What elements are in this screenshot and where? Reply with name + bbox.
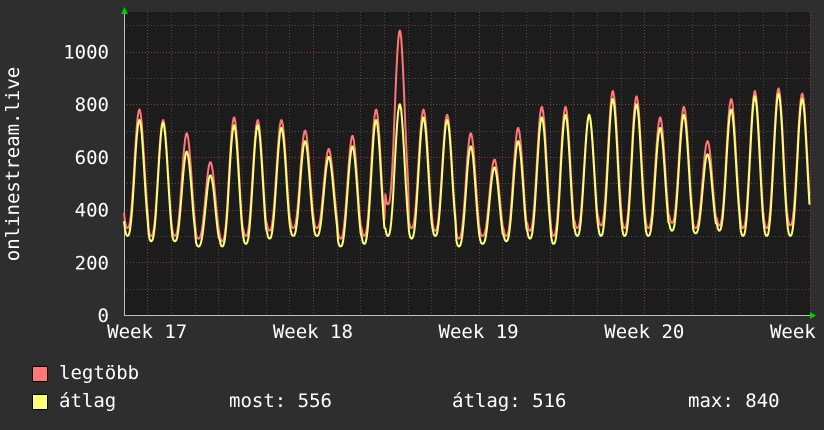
stat-current: most: 556 bbox=[229, 390, 332, 412]
data-point-avg bbox=[635, 103, 638, 106]
data-point-avg bbox=[682, 113, 685, 116]
data-point-avg bbox=[517, 140, 520, 143]
data-point-max bbox=[280, 119, 283, 122]
x-tick-label: Week 21 bbox=[770, 321, 824, 343]
x-tick-label: Week 19 bbox=[439, 321, 519, 343]
y-tick-label: 800 bbox=[75, 94, 109, 116]
data-point-avg bbox=[801, 97, 804, 100]
stat-max: max: 840 bbox=[688, 390, 780, 412]
data-point-avg bbox=[564, 113, 567, 116]
data-point-max bbox=[256, 119, 259, 122]
data-point-max bbox=[375, 108, 378, 111]
data-point-avg bbox=[351, 145, 354, 148]
y-tick-label: 200 bbox=[75, 252, 109, 274]
data-point-max bbox=[209, 161, 212, 164]
data-point-avg bbox=[493, 166, 496, 169]
data-point-max bbox=[446, 113, 449, 116]
stat-average: átlag: 516 bbox=[452, 390, 567, 412]
data-point-avg bbox=[256, 124, 259, 127]
series-layer bbox=[123, 29, 811, 248]
data-point-max bbox=[469, 132, 472, 135]
data-point-max bbox=[162, 119, 165, 122]
data-point-max bbox=[801, 92, 804, 95]
x-axis-arrow bbox=[810, 312, 816, 319]
data-point-avg bbox=[469, 145, 472, 148]
data-point-avg bbox=[162, 121, 165, 124]
axes bbox=[121, 7, 816, 319]
data-point-avg bbox=[375, 119, 378, 122]
y-axis-title: onlinestream.live bbox=[2, 67, 24, 261]
legend-row-avg: átlag most: 556 átlag: 516 max: 840 bbox=[32, 390, 812, 418]
data-point-avg bbox=[730, 108, 733, 111]
data-point-max bbox=[611, 90, 614, 93]
y-tick-label: 400 bbox=[75, 200, 109, 222]
legend-label-avg: átlag bbox=[59, 390, 117, 412]
x-tick-label: Week 17 bbox=[107, 321, 187, 343]
legend-label-max: legtöbb bbox=[59, 362, 140, 384]
data-point-max bbox=[659, 116, 662, 119]
data-point-avg bbox=[753, 95, 756, 98]
x-tick-label: Week 18 bbox=[273, 321, 353, 343]
data-point-max bbox=[493, 158, 496, 161]
data-point-avg bbox=[138, 119, 141, 122]
data-point-max bbox=[564, 105, 567, 108]
data-point-avg bbox=[280, 126, 283, 129]
data-point-max bbox=[540, 105, 543, 108]
y-tick-label: 0 bbox=[98, 305, 109, 327]
data-point-avg bbox=[185, 150, 188, 153]
data-point-avg bbox=[777, 92, 780, 95]
legend-row-max: legtöbb bbox=[32, 362, 812, 390]
data-point-avg bbox=[588, 113, 591, 116]
data-point-avg bbox=[706, 153, 709, 156]
data-point-max bbox=[706, 140, 709, 143]
data-point-max bbox=[682, 105, 685, 108]
tick-layer: 0 200 400 600 800 1000 Week 17 Week 18 Week 19 We… bbox=[63, 42, 824, 343]
legend-swatch-avg bbox=[32, 394, 48, 410]
data-point-avg bbox=[398, 103, 401, 106]
data-point-max bbox=[730, 97, 733, 100]
data-point-avg bbox=[422, 116, 425, 119]
data-point-avg bbox=[611, 97, 614, 100]
data-point-avg bbox=[659, 126, 662, 129]
data-point-avg bbox=[209, 174, 212, 177]
data-point-avg bbox=[233, 124, 236, 127]
data-point-max bbox=[777, 87, 780, 90]
data-point-max bbox=[517, 126, 520, 129]
legend: legtöbb átlag most: 556 átlag: 516 max: … bbox=[32, 362, 812, 418]
data-point-max bbox=[233, 116, 236, 119]
data-point-avg bbox=[304, 140, 307, 143]
data-point-max bbox=[304, 129, 307, 132]
x-tick-label: Week 20 bbox=[604, 321, 684, 343]
y-axis-arrow bbox=[121, 7, 128, 14]
data-point-max bbox=[398, 29, 401, 32]
data-point-max bbox=[185, 132, 188, 135]
data-point-max bbox=[351, 134, 354, 137]
data-point-avg bbox=[446, 119, 449, 122]
legend-swatch-max bbox=[32, 366, 48, 382]
y-tick-label: 600 bbox=[75, 147, 109, 169]
data-point-max bbox=[753, 90, 756, 93]
data-point-avg bbox=[540, 116, 543, 119]
data-point-max bbox=[327, 148, 330, 151]
grid bbox=[124, 12, 811, 315]
data-point-max bbox=[635, 95, 638, 98]
data-point-avg bbox=[327, 155, 330, 158]
series-line-avg bbox=[123, 93, 811, 248]
data-point-max bbox=[138, 108, 141, 111]
y-tick-label: 1000 bbox=[63, 42, 109, 64]
data-point-max bbox=[422, 108, 425, 111]
